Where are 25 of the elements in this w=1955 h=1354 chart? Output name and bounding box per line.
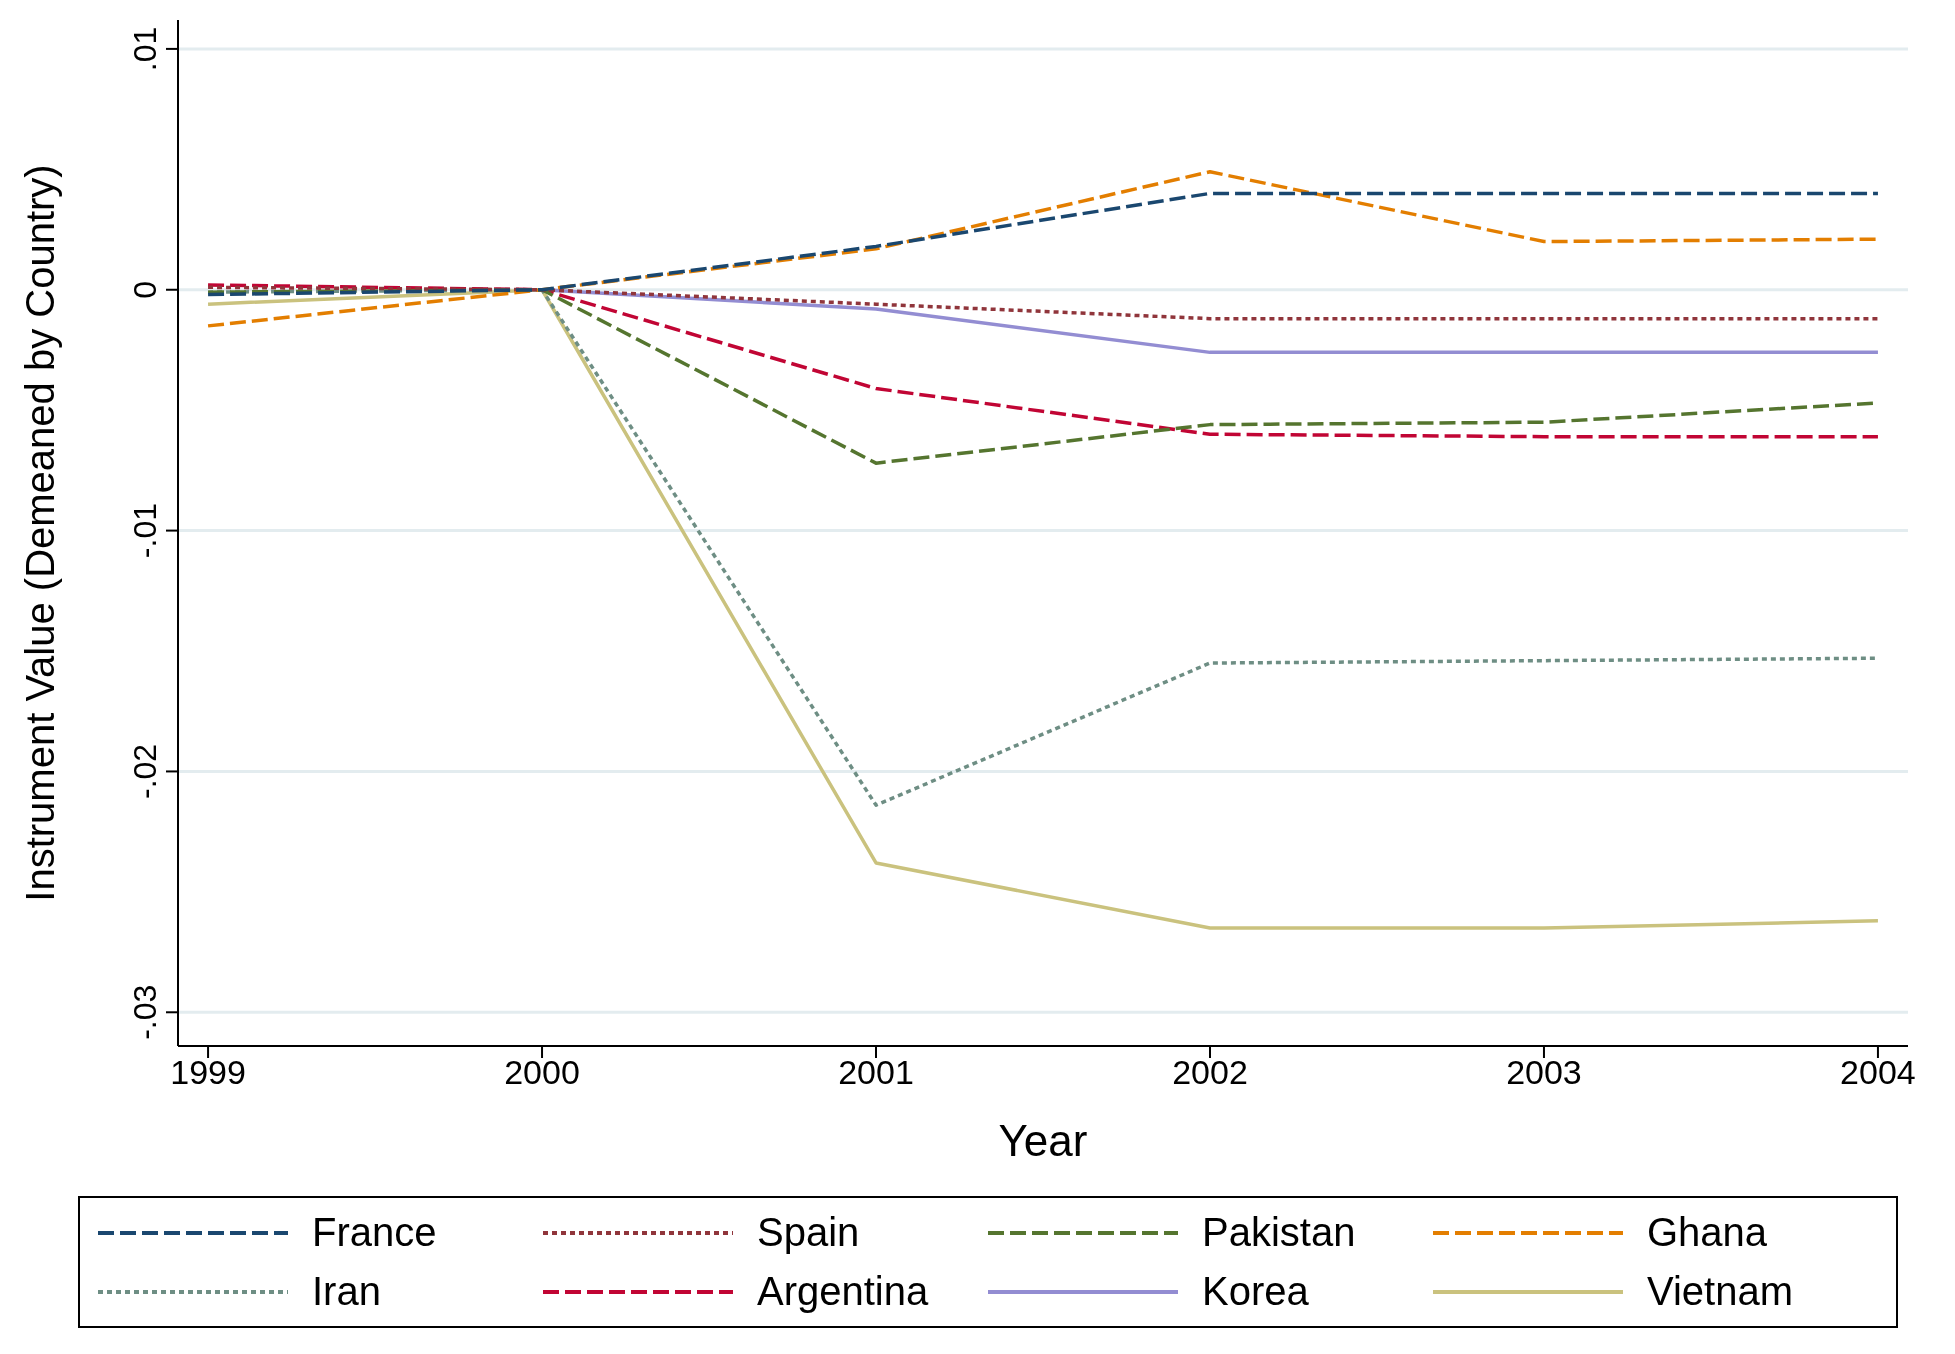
line-series	[206, 288, 1880, 930]
line-series	[206, 285, 1880, 321]
line-series	[206, 283, 1880, 439]
x-tick-label: 2002	[1172, 1053, 1248, 1092]
x-tick-label: 2004	[1840, 1053, 1916, 1092]
legend-label: Argentina	[757, 1269, 929, 1314]
y-tick-label: .01	[127, 26, 163, 72]
x-tick-label: 2003	[1506, 1053, 1582, 1092]
legend-label: Ghana	[1647, 1210, 1768, 1255]
legend-label: Vietnam	[1647, 1269, 1794, 1314]
line-series	[206, 191, 1880, 297]
x-tick-label: 2001	[838, 1053, 914, 1092]
y-tick-label: 0	[127, 280, 163, 299]
legend-label: Korea	[1202, 1269, 1309, 1314]
x-tick-label: 2000	[504, 1053, 580, 1092]
legend-label: Iran	[312, 1269, 381, 1314]
legend-label: Spain	[757, 1210, 860, 1255]
y-tick-label: -.02	[127, 743, 163, 800]
legend-label: Pakistan	[1202, 1210, 1356, 1255]
y-tick-label: -.01	[127, 503, 163, 559]
x-axis-title: Year	[998, 1116, 1088, 1165]
legend-label: France	[312, 1210, 437, 1255]
y-axis-title: Instrument Value (Demeaned by Country)	[18, 164, 63, 902]
x-tick-label: 1999	[170, 1053, 246, 1092]
y-tick-label: -.03	[127, 984, 163, 1040]
